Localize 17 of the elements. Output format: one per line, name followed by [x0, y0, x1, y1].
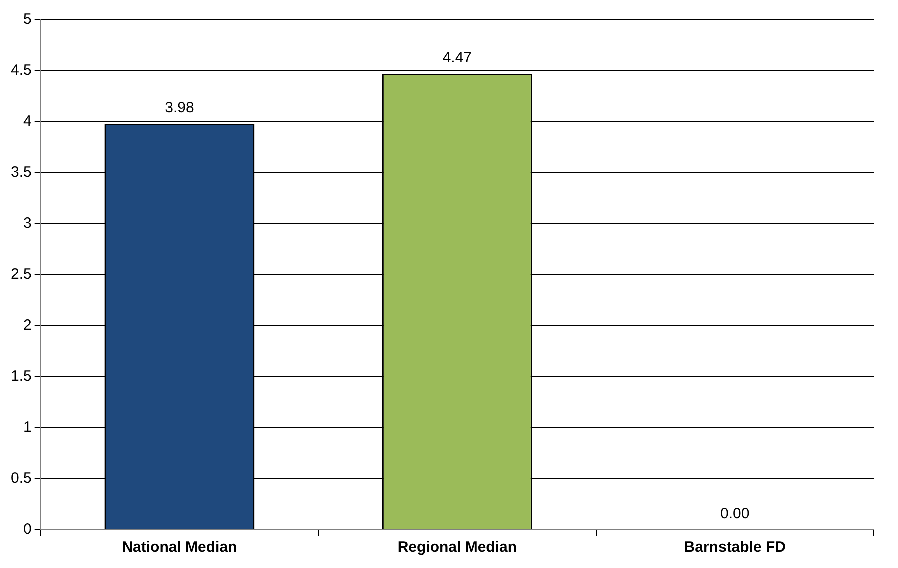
- y-tick-label: 4.5: [10, 62, 32, 80]
- y-tick-label: 2.5: [10, 266, 32, 284]
- x-tick-label: Regional Median: [398, 539, 518, 556]
- y-tick-label: 0: [24, 521, 32, 538]
- y-tick-label: 0.5: [10, 470, 32, 488]
- data-label: 0.00: [720, 506, 750, 523]
- y-tick-label: 5: [24, 11, 32, 28]
- x-tick-label: Barnstable FD: [684, 539, 786, 556]
- y-tick-label: 3: [24, 215, 32, 232]
- y-tick-label: 1: [24, 419, 32, 436]
- y-tick-label: 4: [24, 113, 32, 130]
- y-tick-label: 1.5: [10, 368, 32, 386]
- y-tick-label: 2: [24, 317, 32, 334]
- x-tick-label: National Median: [122, 539, 238, 556]
- data-label: 3.98: [165, 100, 194, 117]
- data-label: 4.47: [442, 50, 472, 67]
- y-tick-label: 3.5: [10, 164, 32, 182]
